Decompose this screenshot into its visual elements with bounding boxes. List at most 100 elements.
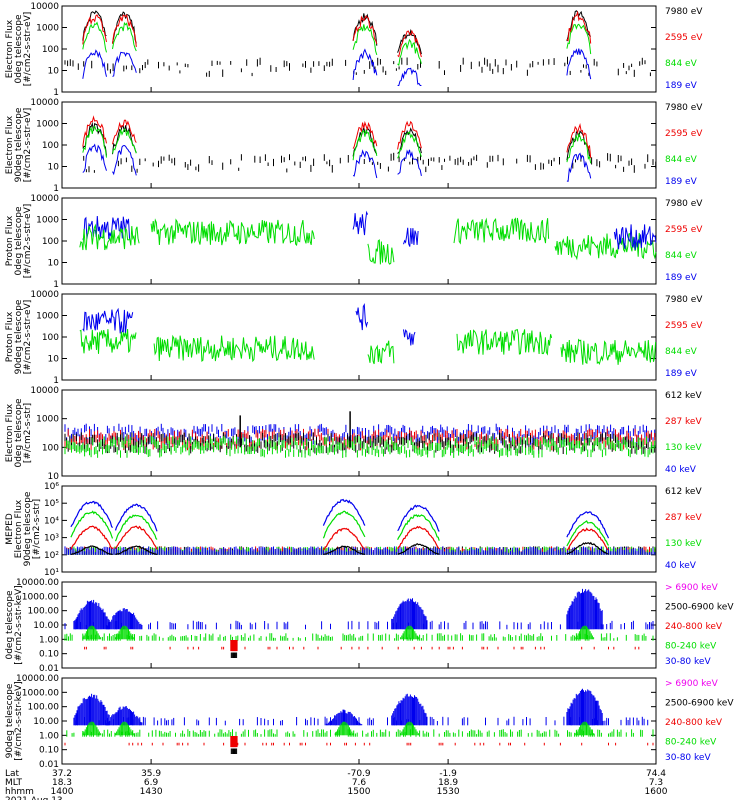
flux-trace	[352, 48, 378, 81]
y-tick-label: 10	[48, 259, 60, 269]
y-tick-label: 100	[42, 237, 59, 247]
data-marks	[64, 588, 654, 658]
flux-trace	[397, 504, 440, 532]
flux-trace	[112, 144, 137, 176]
flux-trace	[82, 14, 107, 45]
legend-entry: 2500-6900 keV	[665, 603, 734, 613]
flux-trace	[70, 500, 113, 529]
footer-tick-label: 1600	[645, 787, 668, 797]
y-tick-label: 1000	[36, 312, 59, 322]
y-tick-label: 1	[53, 280, 59, 290]
footer-tick-label: 7.6	[352, 778, 367, 788]
y-tick-label: 10000	[30, 194, 59, 204]
y-tick-label: 10⁴	[44, 516, 59, 526]
footer-tick-label: -1.9	[439, 769, 457, 779]
legend-entry: 7980 eV	[665, 295, 703, 305]
flux-trace	[453, 217, 550, 245]
y-axis-label: [#/cm2-s-str-eV]	[23, 12, 33, 87]
y-tick-label: 10000	[30, 386, 59, 396]
y-tick-label: 10.00	[33, 717, 59, 727]
y-tick-label: 100	[42, 45, 59, 55]
legend-entry: 130 keV	[665, 539, 702, 549]
y-axis-label: [#/cm2-s-str-eV]	[23, 108, 33, 183]
y-axis-label: Electron Flux	[14, 499, 24, 558]
flux-trace	[82, 21, 107, 53]
legend-entry: 844 eV	[665, 251, 698, 261]
flux-trace	[397, 28, 422, 55]
footer-tick-label: 74.4	[646, 769, 666, 779]
y-axis-label: 0deg telescope	[14, 398, 24, 468]
legend-entry: 844 eV	[665, 59, 698, 69]
legend-entry: 287 keV	[665, 417, 702, 427]
flux-trace	[554, 232, 657, 261]
y-tick-label: 10⁵	[44, 499, 59, 509]
legend-entry: 189 eV	[665, 81, 698, 91]
legend-entry: 2500-6900 keV	[665, 699, 734, 709]
flux-trace	[367, 340, 395, 365]
y-tick-label: 0.10	[39, 650, 59, 660]
legend-entry: 189 eV	[665, 273, 698, 283]
flux-trace	[82, 115, 107, 147]
legend-entry: 844 eV	[665, 347, 698, 357]
data-marks	[64, 688, 654, 754]
y-tick-label: 10²	[44, 551, 59, 561]
flux-trace	[82, 307, 134, 335]
flux-trace	[114, 503, 158, 532]
legend-entry: 287 keV	[665, 513, 702, 523]
flux-trace	[397, 149, 422, 176]
y-tick-label: 10³	[44, 534, 59, 544]
flux-trace	[70, 510, 114, 539]
flux-trace	[403, 227, 419, 247]
flux-trace	[560, 338, 657, 366]
y-tick-label: 1	[53, 376, 59, 386]
flux-trace	[112, 119, 137, 145]
flux-trace	[566, 520, 610, 547]
y-tick-label: 100.00	[28, 703, 60, 713]
y-tick-label: 10	[48, 163, 60, 173]
y-axis-label: Electron Flux	[5, 19, 15, 78]
y-axis-label: Electron Flux	[5, 115, 15, 174]
y-tick-label: 10000.00	[16, 578, 59, 588]
flux-trace	[397, 38, 422, 67]
flux-trace	[352, 120, 378, 149]
flux-trace	[566, 10, 592, 44]
flux-trace	[397, 29, 422, 58]
flux-trace	[397, 120, 422, 150]
y-tick-label: 1000	[36, 216, 59, 226]
y-tick-label: 1000	[36, 415, 59, 425]
y-tick-label: 10000	[30, 290, 59, 300]
footer-tick-label: 1500	[348, 787, 371, 797]
legend-entry: 844 eV	[665, 155, 698, 165]
y-axis-label: Electron Flux	[5, 403, 15, 462]
flux-trace	[397, 67, 422, 86]
panel-3: 1 10 100 1000 10000 Proton Flux 0deg telescope…	[5, 194, 703, 290]
flux-trace	[322, 498, 366, 526]
footer-tick-label: 7.3	[649, 778, 663, 788]
footer-row-label: Lat	[5, 769, 20, 779]
legend-entry: > 6900 keV	[665, 679, 719, 689]
legend-entry: 30-80 keV	[665, 753, 711, 763]
footer-tick-label: 35.9	[141, 769, 161, 779]
footer-tick-label: 18.9	[438, 778, 458, 788]
flux-trace	[79, 328, 137, 354]
legend-entry: 240-800 keV	[665, 622, 723, 632]
flux-trace	[322, 527, 366, 551]
y-tick-label: 100.00	[28, 607, 60, 617]
y-tick-label: 100	[42, 333, 59, 343]
legend-entry: 30-80 keV	[665, 657, 711, 667]
y-tick-label: 10000.00	[16, 674, 59, 684]
panel-2: 1 10 100 1000 10000 Electron Flux 90deg telesc…	[5, 98, 703, 194]
flux-trace	[352, 24, 378, 56]
data-marks	[79, 302, 657, 366]
y-axis-label: [#/cm2-s-str-keV]	[14, 681, 24, 760]
legend-entry: 7980 eV	[665, 103, 703, 113]
legend-entry: 2595 eV	[665, 129, 703, 139]
y-tick-label: 1	[53, 184, 59, 194]
legend-entry: 40 keV	[665, 561, 697, 571]
flux-trace	[456, 328, 553, 356]
data-marks	[64, 10, 651, 86]
legend-entry: 2595 eV	[665, 321, 703, 331]
legend-entry: 612 keV	[665, 487, 702, 497]
flux-trace	[613, 224, 657, 250]
